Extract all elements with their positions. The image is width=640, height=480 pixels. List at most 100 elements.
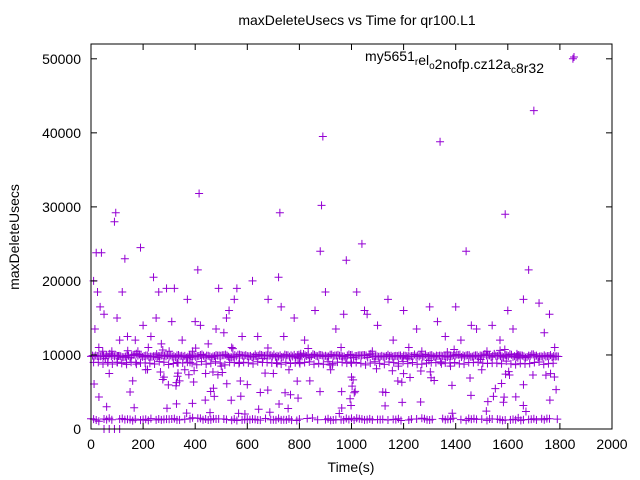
data-point bbox=[172, 358, 181, 367]
x-tick-label: 800 bbox=[288, 436, 312, 452]
data-point bbox=[300, 336, 309, 345]
data-point bbox=[264, 295, 273, 304]
data-point bbox=[437, 359, 446, 368]
data-point bbox=[499, 398, 508, 407]
x-tick-label: 600 bbox=[236, 436, 260, 452]
data-point bbox=[513, 353, 522, 362]
data-point bbox=[206, 359, 215, 368]
data-point bbox=[319, 360, 328, 369]
data-point bbox=[472, 325, 481, 334]
data-point bbox=[477, 415, 486, 424]
data-point bbox=[219, 328, 228, 337]
data-point bbox=[184, 370, 193, 379]
data-point bbox=[483, 397, 492, 406]
data-point bbox=[304, 344, 313, 353]
data-point bbox=[243, 380, 252, 389]
data-point bbox=[448, 409, 457, 418]
data-point bbox=[554, 352, 563, 361]
data-point bbox=[568, 54, 577, 63]
data-point bbox=[370, 357, 379, 366]
data-point bbox=[388, 366, 397, 375]
data-point bbox=[347, 401, 356, 410]
data-point bbox=[393, 376, 402, 385]
data-point bbox=[281, 388, 290, 397]
data-point bbox=[153, 353, 162, 362]
data-point bbox=[425, 302, 434, 311]
data-point bbox=[338, 358, 347, 367]
data-point bbox=[424, 356, 433, 365]
data-point bbox=[273, 359, 282, 368]
data-point bbox=[342, 256, 351, 265]
data-point bbox=[274, 273, 283, 282]
data-point bbox=[436, 357, 445, 366]
data-point bbox=[416, 367, 425, 376]
data-point bbox=[139, 321, 148, 330]
data-point bbox=[97, 248, 106, 257]
data-point bbox=[385, 357, 394, 366]
data-point bbox=[275, 208, 284, 217]
data-point bbox=[164, 380, 173, 389]
data-point bbox=[366, 359, 375, 368]
data-point bbox=[417, 360, 426, 369]
data-point bbox=[113, 358, 122, 367]
data-point bbox=[294, 394, 303, 403]
data-point bbox=[381, 401, 390, 410]
data-point bbox=[126, 387, 135, 396]
data-point bbox=[94, 392, 103, 401]
data-point bbox=[154, 288, 163, 297]
data-point bbox=[519, 401, 528, 410]
data-point bbox=[521, 407, 530, 416]
data-point bbox=[120, 254, 129, 263]
data-point bbox=[145, 359, 154, 368]
data-point bbox=[450, 345, 459, 354]
data-point bbox=[261, 369, 270, 378]
data-point bbox=[164, 360, 173, 369]
data-point bbox=[249, 359, 258, 368]
data-point bbox=[96, 302, 105, 311]
data-point bbox=[550, 343, 559, 352]
data-point bbox=[110, 217, 119, 226]
data-point bbox=[467, 321, 476, 330]
data-point bbox=[300, 358, 309, 367]
data-point bbox=[462, 247, 471, 256]
data-point bbox=[431, 358, 440, 367]
data-point bbox=[489, 392, 498, 401]
data-point bbox=[506, 359, 515, 368]
data-point bbox=[236, 377, 245, 386]
data-point bbox=[545, 396, 554, 405]
data-point bbox=[397, 378, 406, 387]
data-point bbox=[201, 396, 210, 405]
data-point bbox=[239, 358, 248, 367]
data-point bbox=[131, 336, 140, 345]
data-point bbox=[238, 332, 247, 341]
data-point bbox=[383, 416, 392, 425]
data-point bbox=[408, 358, 417, 367]
data-point bbox=[103, 358, 112, 367]
data-point bbox=[117, 359, 126, 368]
data-point bbox=[399, 369, 408, 378]
x-tick-label: 1200 bbox=[388, 436, 419, 452]
data-point bbox=[178, 359, 187, 368]
data-point bbox=[152, 313, 161, 322]
data-point bbox=[398, 398, 407, 407]
data-point bbox=[123, 332, 132, 341]
data-point bbox=[208, 367, 217, 376]
data-point bbox=[272, 358, 281, 367]
data-point bbox=[253, 332, 262, 341]
ticks: 0 200 400 600 800 1000 1200 1400 1600 1800 2000010… bbox=[42, 44, 628, 452]
data-point bbox=[524, 265, 533, 274]
data-point bbox=[331, 325, 340, 334]
data-point bbox=[263, 386, 272, 395]
data-point bbox=[426, 367, 435, 376]
data-point bbox=[277, 302, 286, 311]
data-point bbox=[254, 405, 263, 414]
x-tick-label: 400 bbox=[184, 436, 208, 452]
y-tick-label: 30000 bbox=[42, 199, 81, 215]
data-point bbox=[436, 137, 445, 146]
data-point bbox=[265, 408, 274, 417]
data-point bbox=[447, 381, 456, 390]
x-tick-label: 1400 bbox=[440, 436, 471, 452]
y-axis-label: maxDeleteUsecs bbox=[6, 184, 22, 290]
data-point bbox=[212, 325, 221, 334]
